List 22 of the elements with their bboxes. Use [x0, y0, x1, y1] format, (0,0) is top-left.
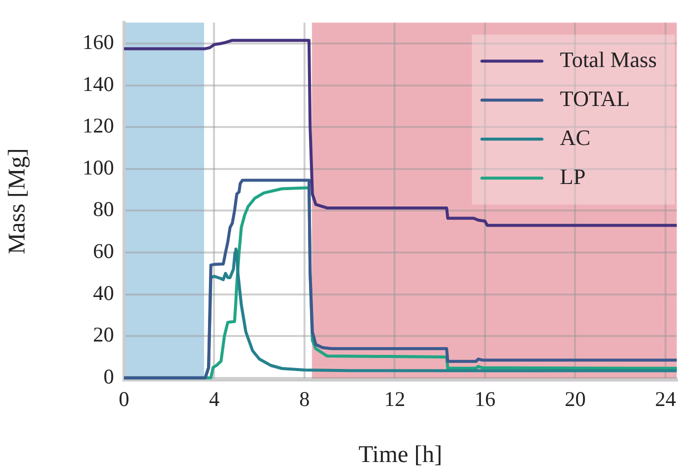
legend-label: LP	[560, 164, 586, 189]
x-tick-label: 12	[384, 387, 406, 412]
x-tick-label: 4	[208, 387, 220, 412]
y-tick-label: 140	[82, 72, 114, 96]
y-tick-label: 160	[82, 30, 114, 54]
y-tick-label: 120	[82, 114, 114, 138]
x-tick-label: 24	[654, 387, 676, 412]
y-tick-label: 40	[93, 280, 114, 305]
legend-label: AC	[560, 124, 590, 150]
x-tick-label: 8	[299, 387, 310, 412]
y-tick-label: 80	[93, 197, 114, 222]
x-tick-label: 20	[564, 387, 586, 412]
y-tick-label: 60	[93, 239, 114, 264]
x-tick-label: 16	[474, 387, 496, 412]
legend-label: Total Mass	[560, 46, 657, 72]
y-axis-title: Mass [Mg]	[4, 148, 31, 254]
legend-label: TOTAL	[560, 86, 630, 111]
y-tick-label: 100	[82, 155, 114, 180]
y-tick-label: 20	[93, 322, 114, 347]
y-tick-label: 0	[104, 364, 114, 388]
x-axis-title: Time [h]	[358, 442, 442, 468]
x-tick-label: 0	[118, 387, 130, 412]
